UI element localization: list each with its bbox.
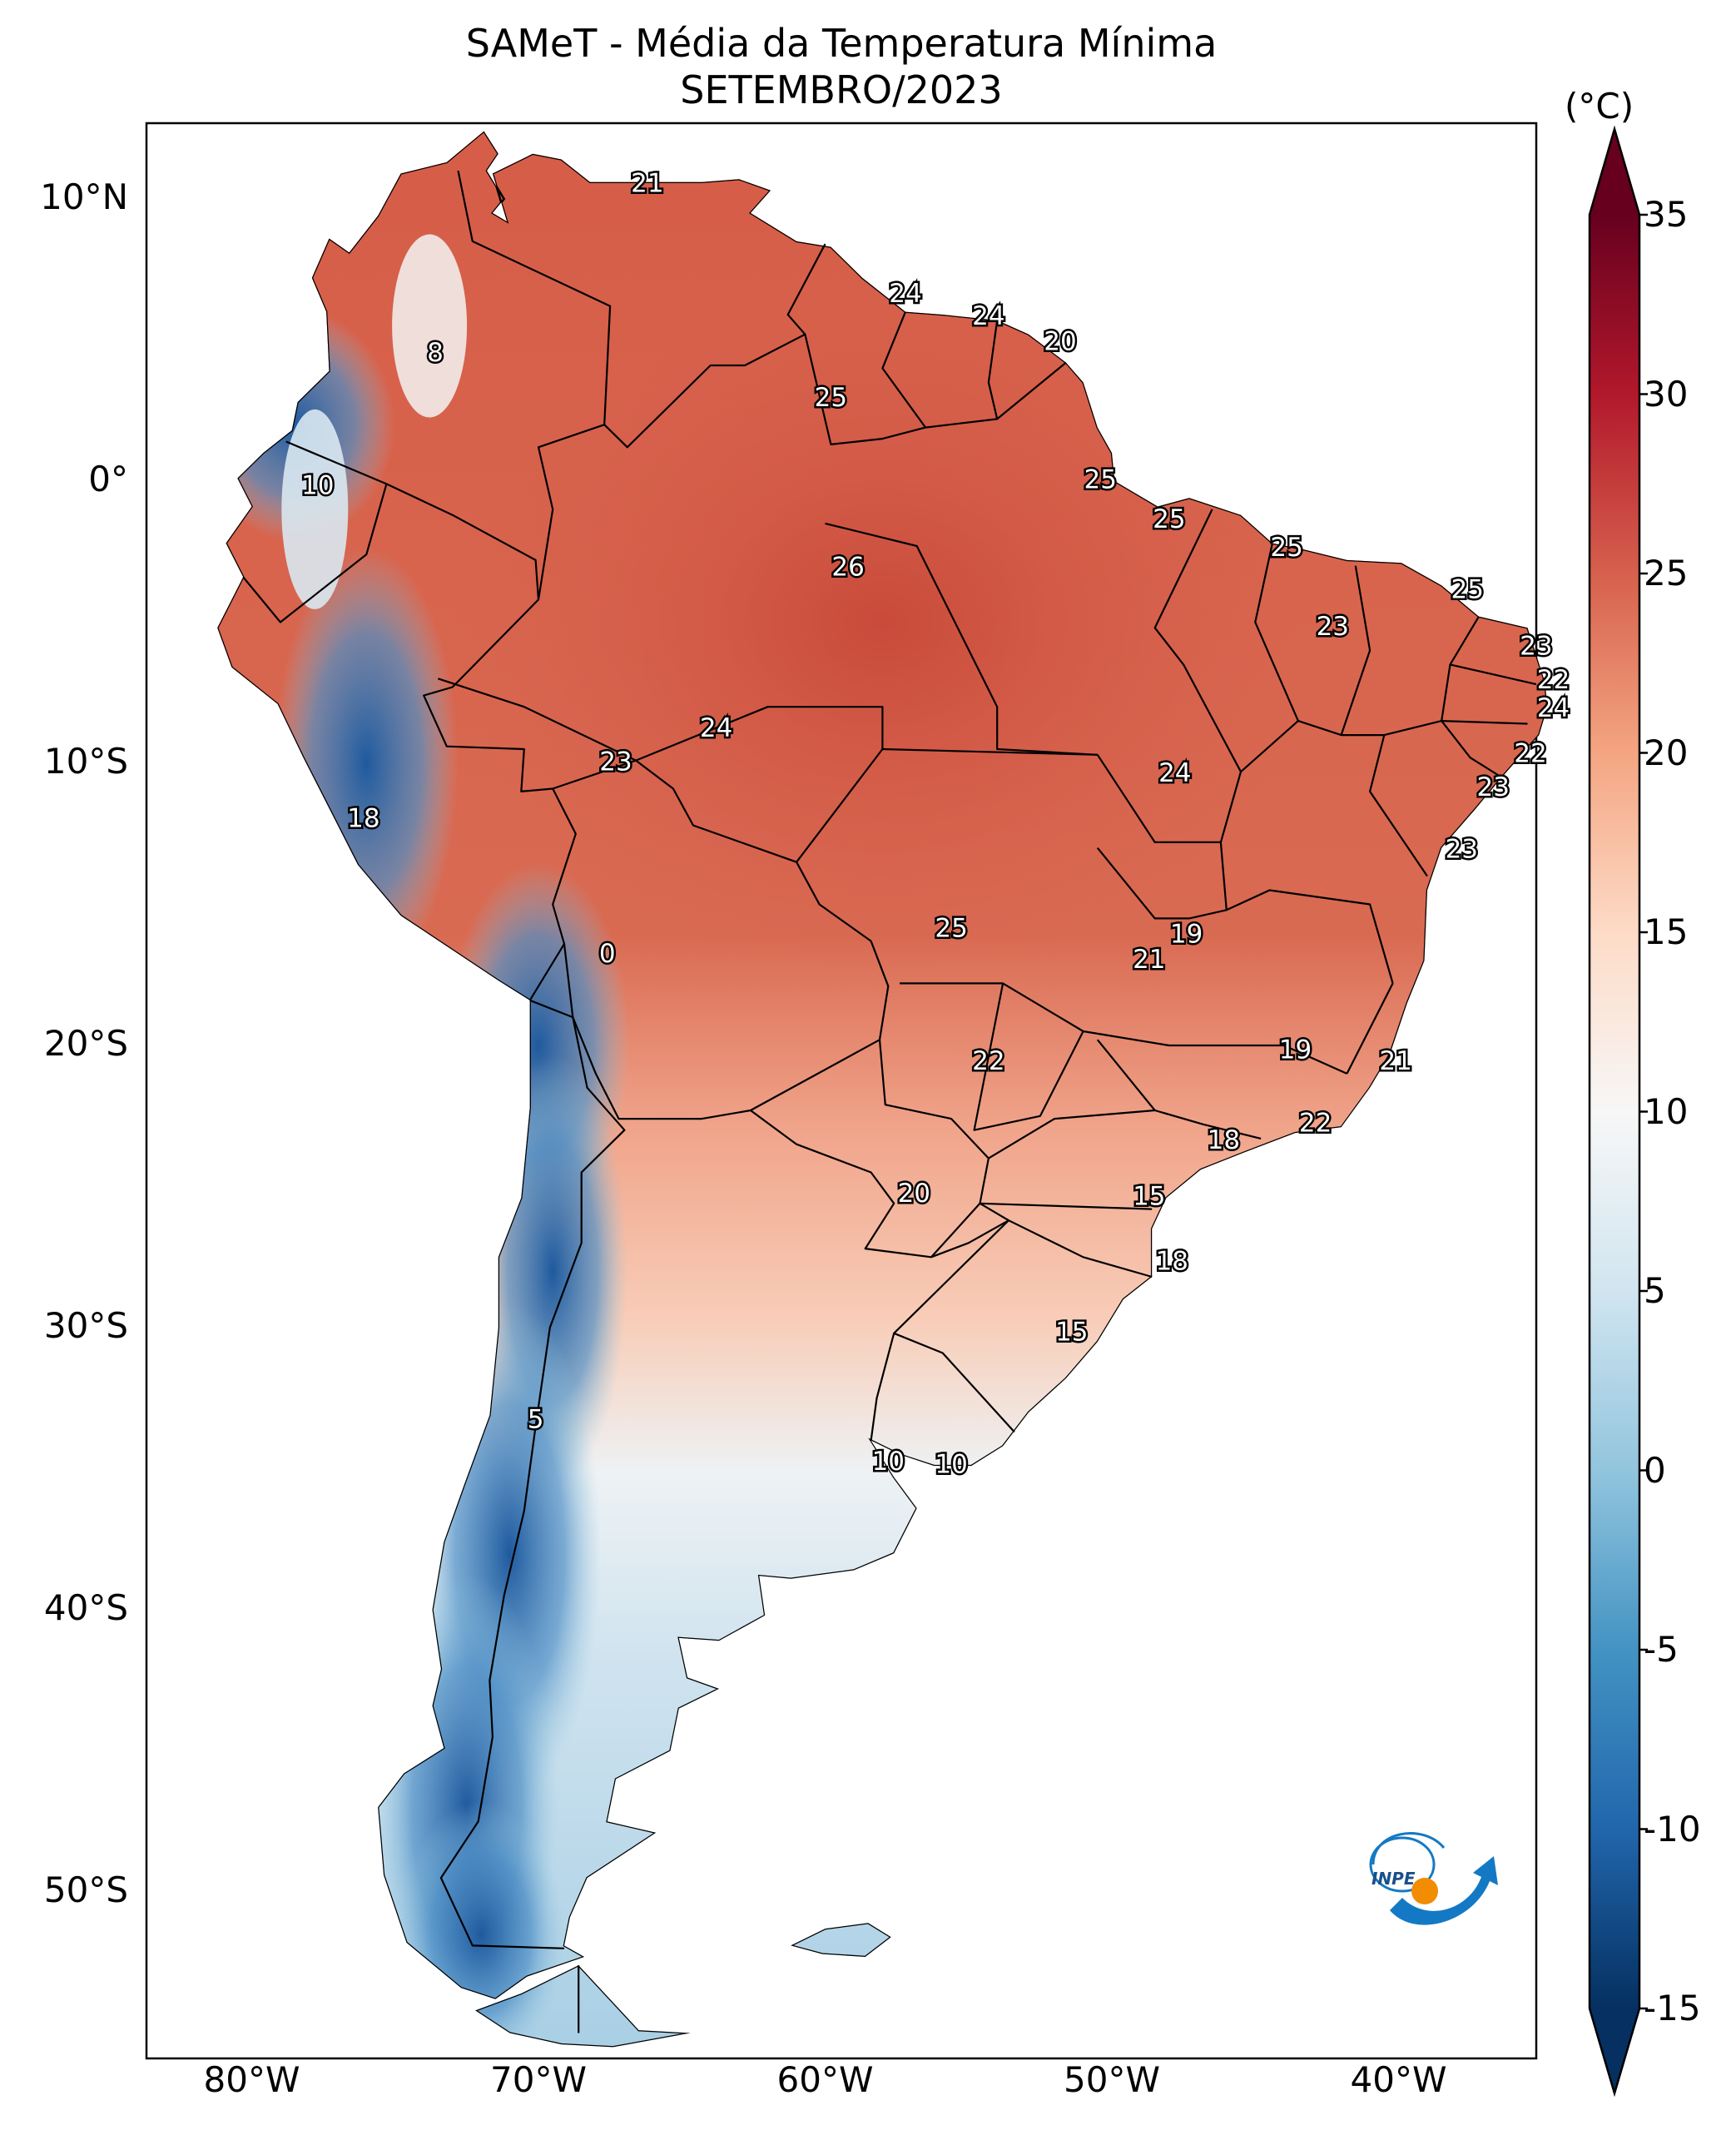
contour-label: 25 [1153,504,1185,534]
lat-tick-label: 50°S [43,1869,128,1910]
colorbar-tick-label: 35 [1644,194,1689,235]
contour-label: 21 [631,169,663,199]
contour-label: 18 [347,803,379,833]
colorbar-tick-label: -5 [1644,1629,1679,1670]
country-borders [242,170,1537,2033]
lat-tick-label: 10°S [43,741,128,782]
map-title: SAMeT - Média da Temperatura Mínima [465,21,1218,66]
map-subtitle: SETEMBRO/2023 [680,67,1003,112]
colorbar-tick-label: 10 [1644,1090,1689,1132]
lon-tick-label: 80°W [203,2059,300,2100]
contour-label: 23 [1520,632,1552,662]
contour-label: 25 [815,383,847,413]
contour-label: 8 [427,338,444,368]
contour-label: 25 [1270,533,1302,563]
colorbar-tick-label: 30 [1644,373,1689,415]
contour-label: 21 [1379,1046,1411,1076]
colorbar-tick-label: 20 [1644,732,1689,773]
contour-label: 10 [301,470,334,500]
lat-tick-label: 30°S [43,1305,128,1346]
contour-label: 24 [972,301,1004,331]
contour-label: 22 [1299,1108,1332,1138]
contour-label: 10 [935,1450,967,1480]
colorbar-unit: (°C) [1565,86,1634,127]
contour-label: 22 [1537,665,1570,695]
contour-label: 25 [1451,575,1483,605]
svg-text:INPE: INPE [1371,1869,1416,1889]
colorbar-tick-label: -10 [1644,1808,1701,1849]
colorbar-tick-label: 15 [1644,911,1689,952]
contour-label: 10 [872,1447,905,1477]
contour-label: 18 [1156,1247,1188,1277]
contour-label: 19 [1170,919,1203,949]
lon-tick-label: 40°W [1350,2059,1447,2100]
contour-label: 20 [898,1179,930,1209]
lon-tick-label: 60°W [776,2059,874,2100]
contour-label: 24 [700,713,732,743]
lat-tick-label: 40°S [43,1587,128,1628]
lon-tick-label: 50°W [1064,2059,1160,2100]
colorbar-tick-label: 5 [1644,1270,1666,1311]
contour-label: 23 [599,747,632,777]
contour-label: 0 [599,939,616,969]
contour-label: 20 [1044,326,1076,356]
lon-tick-label: 70°W [490,2059,587,2100]
contour-label: 24 [1537,693,1570,723]
contour-label: 23 [1446,835,1478,865]
contour-label: 18 [1208,1125,1240,1155]
contour-label: 22 [972,1046,1004,1076]
contour-label: 5 [528,1404,544,1434]
contour-label: 25 [935,914,967,944]
contour-label: 15 [1055,1317,1088,1347]
contour-label: 22 [1514,738,1546,768]
lat-tick-label: 0° [88,459,128,499]
contour-label: 26 [831,553,864,583]
contour-label: 15 [1133,1182,1165,1212]
colorbar [1588,125,1648,2098]
contour-label: 25 [1084,465,1116,495]
inpe-logo: INPE [1369,1832,1498,1925]
contour-label: 23 [1476,772,1509,802]
colorbar-tick-label: 0 [1644,1449,1666,1491]
contour-label: 23 [1317,612,1349,642]
contour-label: 24 [1158,758,1191,788]
contour-label: 21 [1133,945,1165,975]
contour-label: 24 [889,279,921,309]
lat-tick-label: 20°S [43,1023,128,1064]
lat-tick-label: 10°N [40,176,128,217]
colorbar-tick-label: -15 [1644,1988,1701,2028]
colorbar-tick-label: 25 [1644,553,1689,593]
contour-label: 19 [1279,1035,1312,1065]
